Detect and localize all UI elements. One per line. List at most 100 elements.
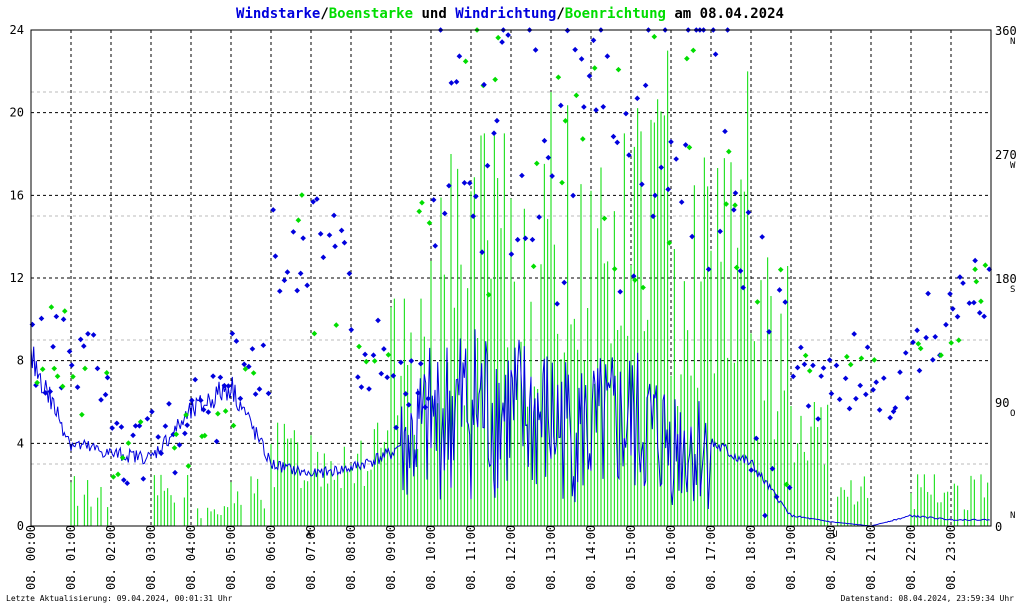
wind-direction-point xyxy=(405,402,412,408)
gust-direction-point xyxy=(39,366,46,372)
wind-direction-point xyxy=(402,391,409,397)
x-tick-label: 08. 20:00 xyxy=(824,525,838,590)
wind-direction-point xyxy=(766,328,772,335)
wind-direction-point xyxy=(221,382,228,389)
wind-direction-point xyxy=(375,317,381,324)
gust-direction-point xyxy=(601,215,608,222)
wind-direction-point xyxy=(140,476,147,482)
wind-direction-point xyxy=(976,310,983,316)
gust-direction-point xyxy=(847,361,854,368)
wind-direction-point xyxy=(705,266,712,273)
wind-direction-point xyxy=(943,321,949,328)
gust-direction-point xyxy=(79,411,85,418)
wind-direction-point xyxy=(541,137,548,144)
wind-direction-point xyxy=(265,390,272,397)
wind-direction-point xyxy=(604,53,611,60)
wind-direction-point xyxy=(47,388,53,395)
gust-direction-point xyxy=(416,208,423,215)
wind-direction-point xyxy=(828,390,835,397)
wind-direction-point xyxy=(408,358,415,364)
wind-direction-point xyxy=(182,430,188,437)
wind-direction-point xyxy=(514,236,521,243)
wind-direction-point xyxy=(155,434,161,440)
wind-direction-point xyxy=(200,406,207,413)
wind-speed-line xyxy=(30,329,990,527)
wind-direction-point xyxy=(355,374,361,380)
gust-direction-point xyxy=(356,343,362,350)
x-tick-label: 08. 22:00 xyxy=(904,525,918,590)
wind-direction-point xyxy=(473,193,479,200)
wind-direction-point xyxy=(144,415,151,422)
wind-direction-point xyxy=(851,331,857,337)
gust-direction-point xyxy=(533,160,540,167)
title-sep-1: / xyxy=(320,6,328,22)
gust-direction-point xyxy=(844,353,850,360)
x-tick-label: 08. 10:00 xyxy=(424,525,438,590)
gust-direction-point xyxy=(173,431,180,438)
wind-direction-point xyxy=(914,327,920,334)
gust-direction-point xyxy=(419,199,425,206)
wind-direction-point xyxy=(932,333,939,340)
gust-direction-point xyxy=(201,432,208,439)
wind-direction-point xyxy=(393,424,399,431)
gust-direction-point xyxy=(171,445,178,451)
gust-direction-point xyxy=(973,278,980,285)
gust-direction-point xyxy=(777,266,784,273)
wind-direction-point xyxy=(270,207,276,213)
wind-direction-point xyxy=(362,351,368,358)
wind-direction-point xyxy=(950,305,956,312)
gust-direction-point xyxy=(61,308,68,314)
wind-direction-point xyxy=(417,360,424,367)
wind-direction-point xyxy=(737,268,744,274)
gust-direction-point xyxy=(115,471,121,478)
wind-direction-point xyxy=(85,330,91,337)
x-tick-label: 08. 21:00 xyxy=(864,525,878,590)
wind-direction-point xyxy=(358,384,365,390)
wind-direction-point xyxy=(341,239,348,246)
wind-direction-point xyxy=(769,465,776,472)
plot-frame xyxy=(30,29,992,527)
gust-direction-point xyxy=(299,192,305,198)
wind-direction-point xyxy=(682,142,689,148)
gust-direction-point xyxy=(640,284,646,291)
wind-direction-point xyxy=(66,348,73,355)
wind-direction-point xyxy=(276,288,283,294)
wind-direction-point xyxy=(870,387,876,393)
wind-direction-point xyxy=(972,257,978,264)
gust-direction-point xyxy=(955,337,962,344)
gust-direction-point xyxy=(82,365,88,372)
gust-direction-point xyxy=(311,330,318,337)
marker-label: A xyxy=(306,530,312,540)
x-tick-label: 08. 02:00 xyxy=(104,525,118,590)
wind-direction-point xyxy=(233,338,240,344)
gust-direction-point xyxy=(492,76,498,83)
gust-direction-point xyxy=(666,240,673,246)
wind-direction-point xyxy=(158,450,164,457)
wind-direction-point xyxy=(923,334,929,341)
gust-direction-point xyxy=(137,419,144,425)
wind-direction-point xyxy=(578,56,585,62)
wind-direction-point xyxy=(432,243,439,249)
y-right-tick-label: 0 xyxy=(995,520,1002,534)
wind-direction-point xyxy=(213,438,220,445)
gust-direction-point xyxy=(185,463,192,469)
y-right-tick-label: 90 xyxy=(995,396,1009,410)
wind-direction-point xyxy=(346,270,353,277)
x-tick-label: 08. 16:00 xyxy=(664,525,678,590)
gust-direction-point xyxy=(723,201,730,207)
gust-direction-point xyxy=(802,352,809,359)
wind-direction-point xyxy=(881,375,887,381)
x-tick-label: 08. 17:00 xyxy=(704,525,718,590)
gust-direction-point xyxy=(651,33,658,40)
y-left-tick-label: 20 xyxy=(10,106,24,120)
gust-direction-point xyxy=(54,373,61,380)
wind-direction-point xyxy=(818,373,824,379)
marker-label: U xyxy=(832,530,837,540)
wind-direction-point xyxy=(398,359,404,366)
wind-direction-point xyxy=(104,374,111,381)
wind-direction-point xyxy=(205,409,212,415)
wind-direction-point xyxy=(790,373,797,380)
wind-direction-point xyxy=(678,199,685,205)
wind-direction-point xyxy=(317,231,324,237)
